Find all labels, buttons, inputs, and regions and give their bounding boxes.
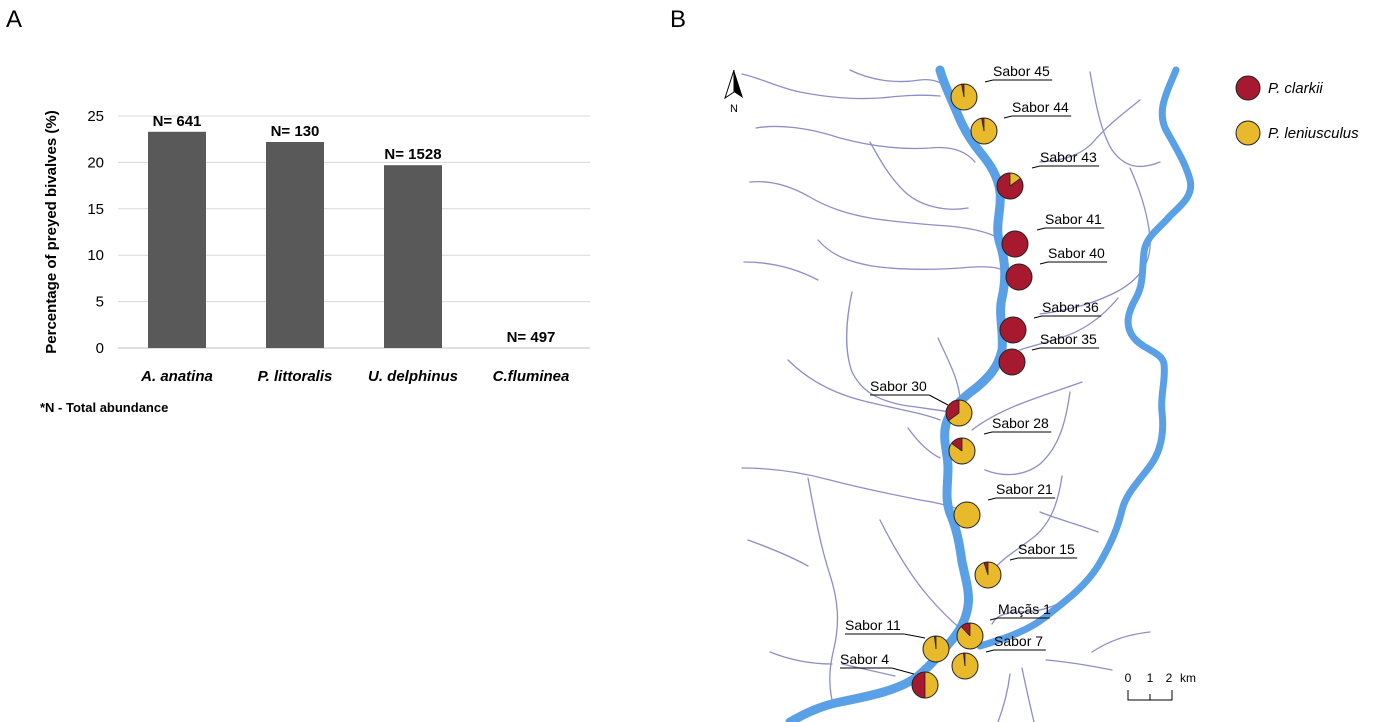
site-sabor-28: Sabor 28 xyxy=(948,415,1052,465)
site-label: Sabor 4 xyxy=(840,651,889,667)
site-sabor-35: Sabor 35 xyxy=(998,331,1100,376)
site-sabor-36: Sabor 36 xyxy=(999,299,1102,344)
pie-clarkii xyxy=(999,316,1027,344)
tributary-streams xyxy=(741,69,1161,722)
x-tick-label: U. delphinus xyxy=(368,368,458,385)
chart-x-ticks: A. anatina P. littoralis U. delphinus C.flu… xyxy=(140,368,569,385)
map-legend: P. clarkii P. leniusculus xyxy=(1235,75,1359,146)
site-label: Sabor 43 xyxy=(1040,149,1097,165)
site-sabor-11: Sabor 11 xyxy=(845,617,950,663)
site-sabor-41: Sabor 41 xyxy=(1001,211,1105,258)
legend-item: P. leniusculus xyxy=(1235,120,1359,146)
bar xyxy=(384,165,442,348)
bar-data-label: N= 641 xyxy=(153,113,202,130)
chart-data-labels: N= 641 N= 130 N= 1528 N= 497 xyxy=(153,113,556,346)
north-label: N xyxy=(730,103,738,115)
chart-footnote: *N - Total abundance xyxy=(40,400,168,415)
site-label: Maçãs 1 xyxy=(998,601,1051,617)
bar-data-label: N= 1528 xyxy=(384,146,441,163)
legend-item: P. clarkii xyxy=(1235,75,1323,101)
bar-chart: 0 5 10 15 20 25 A. anatina P. littoralis U. del… xyxy=(40,108,590,415)
pie-clarkii xyxy=(912,672,925,698)
panel-label-a: A xyxy=(6,6,23,33)
site-label: Sabor 40 xyxy=(1048,245,1105,261)
legend-label: P. leniusculus xyxy=(1268,125,1359,142)
legend-swatch xyxy=(1235,75,1261,101)
bar-data-label: N= 497 xyxy=(507,329,556,346)
pie-clarkii xyxy=(961,623,970,636)
site-sabor-43: Sabor 43 xyxy=(996,149,1100,200)
site-label: Sabor 28 xyxy=(992,415,1049,431)
legend-swatch xyxy=(1235,120,1261,146)
bar-data-label: N= 130 xyxy=(271,123,320,140)
site-ma-s-1: Maçãs 1 xyxy=(956,601,1051,650)
site-sabor-30: Sabor 30 xyxy=(870,378,973,427)
scale-tick-1: 1 xyxy=(1147,671,1154,685)
site-label: Sabor 35 xyxy=(1040,331,1097,347)
site-sabor-4: Sabor 4 xyxy=(840,651,939,699)
scale-tick-0: 0 xyxy=(1125,671,1132,685)
site-label: Sabor 30 xyxy=(870,378,927,394)
y-tick-label: 25 xyxy=(87,108,104,125)
y-tick-label: 15 xyxy=(87,201,104,218)
x-tick-label: A. anatina xyxy=(140,368,213,385)
site-sabor-44: Sabor 44 xyxy=(970,99,1072,145)
site-sabor-40: Sabor 40 xyxy=(1005,245,1108,291)
scale-tick-2: 2 xyxy=(1166,671,1173,685)
pie-clarkii xyxy=(1005,263,1033,291)
site-label: Sabor 21 xyxy=(996,481,1053,497)
north-arrow-icon: N xyxy=(724,69,743,115)
sampling-sites: Sabor 45 Sabor 44 Sabor 43 Sabor 41 Sabor 40… xyxy=(840,63,1108,699)
y-tick-label: 0 xyxy=(96,340,104,357)
y-tick-label: 20 xyxy=(87,154,104,171)
site-sabor-15: Sabor 15 xyxy=(974,541,1078,589)
bar xyxy=(266,141,324,348)
chart-bars xyxy=(148,131,442,348)
scale-bar: 0 1 2 km xyxy=(1125,671,1196,701)
x-tick-label: P. littoralis xyxy=(258,368,333,385)
site-label: Sabor 45 xyxy=(993,63,1050,79)
site-label: Sabor 15 xyxy=(1018,541,1075,557)
site-sabor-45: Sabor 45 xyxy=(950,63,1053,111)
y-tick-label: 5 xyxy=(96,294,104,311)
site-label: Sabor 11 xyxy=(845,617,901,633)
y-axis-label: Percentage of preyed bivalves (%) xyxy=(43,110,60,353)
scale-unit: km xyxy=(1180,671,1196,685)
pie-clarkii xyxy=(998,348,1026,376)
site-label: Sabor 36 xyxy=(1042,299,1099,315)
site-sabor-7: Sabor 7 xyxy=(951,633,1046,680)
pie-leniusculus xyxy=(953,501,981,529)
legend-label: P. clarkii xyxy=(1268,80,1323,97)
site-label: Sabor 41 xyxy=(1045,211,1102,227)
panel-label-b: B xyxy=(670,6,687,33)
x-tick-label: C.fluminea xyxy=(493,368,570,385)
site-label: Sabor 7 xyxy=(994,633,1043,649)
site-sabor-21: Sabor 21 xyxy=(953,481,1056,529)
y-tick-label: 10 xyxy=(87,247,104,264)
bar xyxy=(148,131,206,348)
site-label: Sabor 44 xyxy=(1012,99,1069,115)
pie-clarkii xyxy=(1001,230,1029,258)
chart-y-ticks: 0 5 10 15 20 25 xyxy=(87,108,104,357)
